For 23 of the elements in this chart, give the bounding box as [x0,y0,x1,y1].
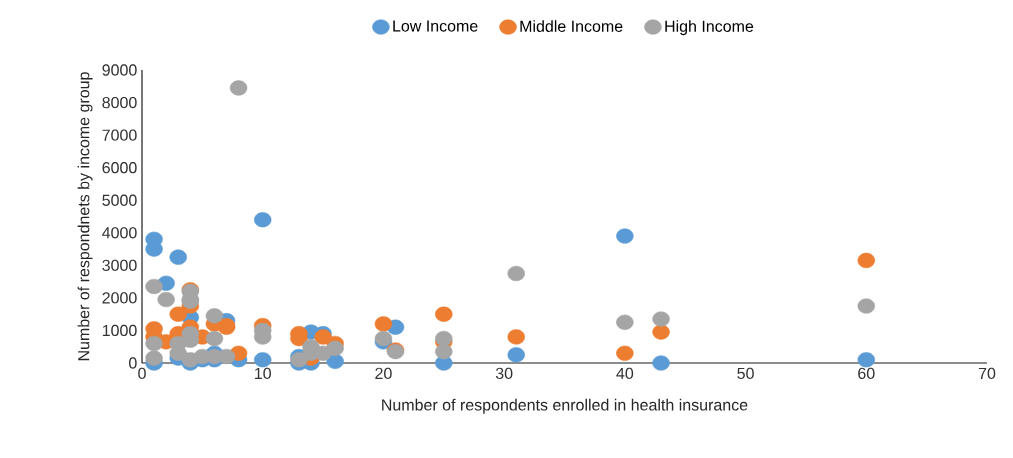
y-tick-label: 3000 [102,259,137,271]
legend-label: Middle Income [520,20,623,32]
x-tick-label: 10 [255,367,271,380]
x-tick-label: 0 [138,367,146,380]
y-tick-label: 8000 [102,96,137,109]
x-tick-label: 70 [978,367,996,380]
x-axis-title: Number of respondents enrolled in health insurance [382,398,748,414]
y-tick-label: 5000 [102,194,137,206]
x-tick-label: 40 [616,367,634,380]
y-axis-title: Number of respondnets by income group [77,72,93,361]
y-tick-label: 9000 [102,64,137,76]
y-tick-label: 1000 [102,324,137,337]
legend-label: Low Income [393,20,478,32]
y-tick-label: 7000 [102,129,137,141]
y-tick-label: 2000 [102,292,137,304]
x-tick-label: 20 [375,367,392,380]
y-tick-label: 0 [129,357,137,369]
y-tick-label: 4000 [102,227,137,239]
x-tick-label: 50 [737,367,754,380]
legend-label: High Income [665,20,754,36]
x-tick-label: 30 [495,367,513,380]
y-tick-label: 6000 [102,162,137,174]
x-tick-label: 60 [858,367,875,380]
